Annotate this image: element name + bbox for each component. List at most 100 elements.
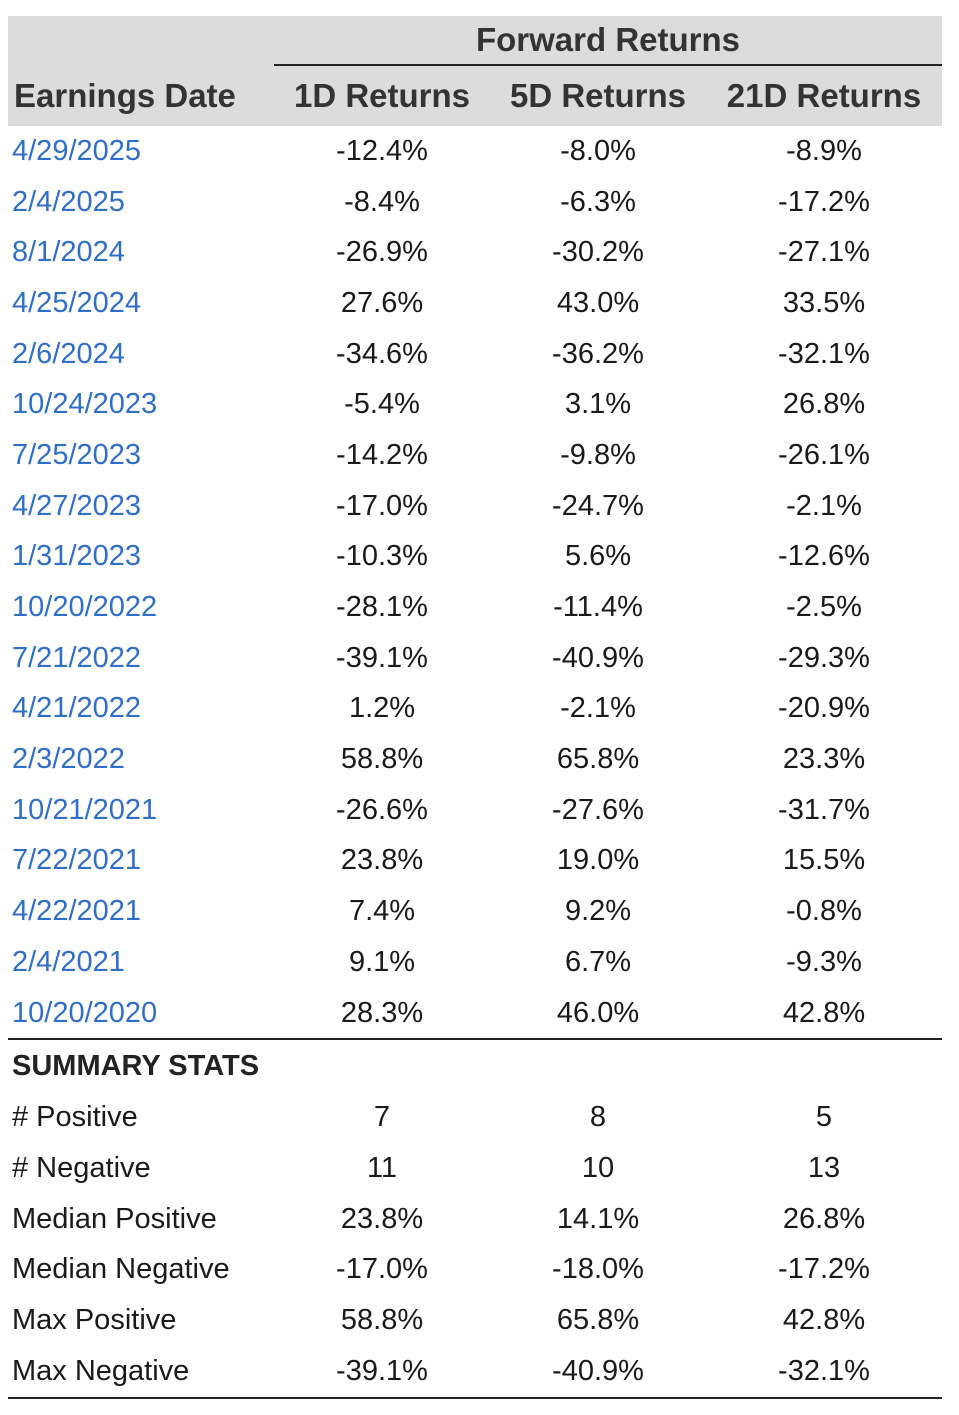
summary-stat-row: # Positive 7 8 5	[8, 1092, 942, 1143]
summary-stats-title: SUMMARY STATS	[12, 1049, 260, 1082]
summary-stat-row: Max Negative -39.1% -40.9% -32.1%	[8, 1345, 942, 1399]
return-21d-cell: -8.9%	[786, 134, 862, 167]
summary-stat-1d: 11	[366, 1151, 398, 1184]
return-21d-cell: -12.6%	[778, 540, 870, 573]
summary-stat-row: Median Positive 23.8% 14.1% 26.8%	[8, 1194, 942, 1245]
summary-stat-label: Median Positive	[12, 1202, 217, 1235]
table-header: Forward Returns Earnings Date 1D Returns…	[8, 16, 942, 126]
earnings-date-link[interactable]: 7/22/2021	[12, 844, 142, 877]
earnings-row: 1/31/2023 -10.3% 5.6% -12.6%	[8, 532, 942, 583]
summary-stat-5d: 14.1%	[556, 1202, 640, 1235]
return-5d-cell: -40.9%	[552, 641, 644, 674]
return-21d-cell: -2.5%	[786, 591, 862, 624]
earnings-date-link[interactable]: 8/1/2024	[12, 236, 125, 269]
return-21d-cell: -0.8%	[786, 895, 862, 928]
return-21d-cell: 33.5%	[782, 286, 866, 319]
return-5d-cell: 19.0%	[556, 844, 640, 877]
header-columns-row: Earnings Date 1D Returns 5D Returns 21D …	[8, 65, 942, 126]
summary-stat-label: Median Negative	[12, 1253, 230, 1286]
return-5d-cell: 46.0%	[490, 987, 706, 1041]
earnings-row: 7/22/2021 23.8% 19.0% 15.5%	[8, 836, 942, 887]
return-5d-cell: 65.8%	[556, 743, 640, 776]
summary-stat-5d: -18.0%	[552, 1253, 644, 1286]
return-1d-cell: 27.6%	[340, 286, 424, 319]
earnings-returns-table: Forward Returns Earnings Date 1D Returns…	[8, 16, 942, 1399]
return-1d-cell: -34.6%	[336, 337, 428, 370]
forward-returns-group-label: Forward Returns	[274, 16, 942, 66]
earnings-date-link[interactable]: 4/21/2022	[12, 692, 142, 725]
earnings-date-link[interactable]: 1/31/2023	[12, 540, 142, 573]
summary-stat-label: # Negative	[12, 1151, 151, 1184]
summary-stat-1d: 58.8%	[340, 1303, 424, 1336]
summary-stat-21d: 42.8%	[782, 1303, 866, 1336]
return-1d-cell: -14.2%	[336, 438, 428, 471]
earnings-date-link[interactable]: 7/21/2022	[12, 641, 142, 674]
return-1d-cell: 7.4%	[348, 895, 416, 928]
return-5d-cell: -11.4%	[553, 591, 643, 624]
earnings-date-link[interactable]: 10/24/2023	[12, 388, 158, 421]
return-21d-cell: -27.1%	[778, 236, 870, 269]
summary-stat-1d: 23.8%	[340, 1202, 424, 1235]
earnings-date-link[interactable]: 2/6/2024	[12, 337, 125, 370]
earnings-date-link[interactable]: 4/22/2021	[12, 895, 142, 928]
return-1d-cell: -26.6%	[336, 793, 428, 826]
return-1d-cell: 23.8%	[340, 844, 424, 877]
return-5d-cell: -2.1%	[560, 692, 636, 725]
return-21d-cell: 42.8%	[706, 987, 942, 1041]
return-1d-cell: -5.4%	[344, 388, 420, 421]
earnings-row: 2/4/2021 9.1% 6.7% -9.3%	[8, 937, 942, 988]
return-5d-cell: -36.2%	[552, 337, 644, 370]
earnings-date-link[interactable]: 10/20/2022	[12, 591, 158, 624]
return-21d-cell: 23.3%	[782, 743, 866, 776]
return-5d-cell: -24.7%	[552, 489, 644, 522]
column-header-5d-returns: 5D Returns	[490, 65, 706, 126]
earnings-date-link[interactable]: 10/20/2020	[8, 987, 274, 1041]
summary-stat-5d: 10	[581, 1151, 615, 1184]
return-1d-cell: -10.3%	[336, 540, 428, 573]
summary-stat-21d: 5	[815, 1101, 833, 1134]
return-21d-cell: -26.1%	[778, 438, 870, 471]
return-1d-cell: 1.2%	[348, 692, 416, 725]
earnings-row: 2/4/2025 -8.4% -6.3% -17.2%	[8, 177, 942, 228]
earnings-date-link[interactable]: 10/21/2021	[12, 793, 158, 826]
return-21d-cell: 15.5%	[782, 844, 866, 877]
earnings-date-link[interactable]: 7/25/2023	[12, 438, 142, 471]
return-1d-cell: 28.3%	[274, 987, 490, 1041]
return-5d-cell: 5.6%	[564, 540, 632, 573]
return-21d-cell: -2.1%	[786, 489, 862, 522]
summary-stat-label: Max Positive	[12, 1303, 177, 1336]
earnings-row: 10/24/2023 -5.4% 3.1% 26.8%	[8, 379, 942, 430]
return-5d-cell: 6.7%	[564, 945, 632, 978]
earnings-date-link[interactable]: 4/27/2023	[12, 489, 142, 522]
summary-stat-label: Max Negative	[8, 1345, 274, 1399]
return-5d-cell: 43.0%	[556, 286, 640, 319]
return-5d-cell: 9.2%	[564, 895, 632, 928]
table-body: 4/29/2025 -12.4% -8.0% -8.9% 2/4/2025 -8.4% -6…	[8, 126, 942, 1399]
earnings-date-link[interactable]: 2/4/2025	[12, 185, 125, 218]
return-21d-cell: 26.8%	[782, 388, 866, 421]
return-5d-cell: -27.6%	[552, 793, 644, 826]
column-header-21d-returns: 21D Returns	[706, 65, 942, 126]
summary-stat-1d: -39.1%	[274, 1345, 490, 1399]
summary-stat-21d: -32.1%	[706, 1345, 942, 1399]
return-5d-cell: -9.8%	[560, 438, 636, 471]
earnings-row: 4/27/2023 -17.0% -24.7% -2.1%	[8, 481, 942, 532]
earnings-row: 2/3/2022 58.8% 65.8% 23.3%	[8, 734, 942, 785]
header-group-spacer	[8, 16, 274, 65]
return-1d-cell: -12.4%	[336, 134, 428, 167]
return-1d-cell: -17.0%	[336, 489, 428, 522]
return-21d-cell: -31.7%	[778, 793, 870, 826]
return-5d-cell: -30.2%	[552, 236, 644, 269]
summary-stat-5d: -40.9%	[490, 1345, 706, 1399]
earnings-row: 8/1/2024 -26.9% -30.2% -27.1%	[8, 227, 942, 278]
summary-stat-row: Median Negative -17.0% -18.0% -17.2%	[8, 1244, 942, 1295]
earnings-date-link[interactable]: 4/29/2025	[12, 134, 142, 167]
earnings-date-link[interactable]: 2/4/2021	[12, 945, 125, 978]
summary-stats-header-row: SUMMARY STATS	[8, 1039, 942, 1092]
summary-stat-21d: 13	[807, 1151, 841, 1184]
return-1d-cell: 58.8%	[340, 743, 424, 776]
earnings-date-link[interactable]: 4/25/2024	[12, 286, 142, 319]
summary-stat-label: # Positive	[12, 1101, 138, 1134]
earnings-date-link[interactable]: 2/3/2022	[12, 743, 125, 776]
return-1d-cell: 9.1%	[348, 945, 416, 978]
